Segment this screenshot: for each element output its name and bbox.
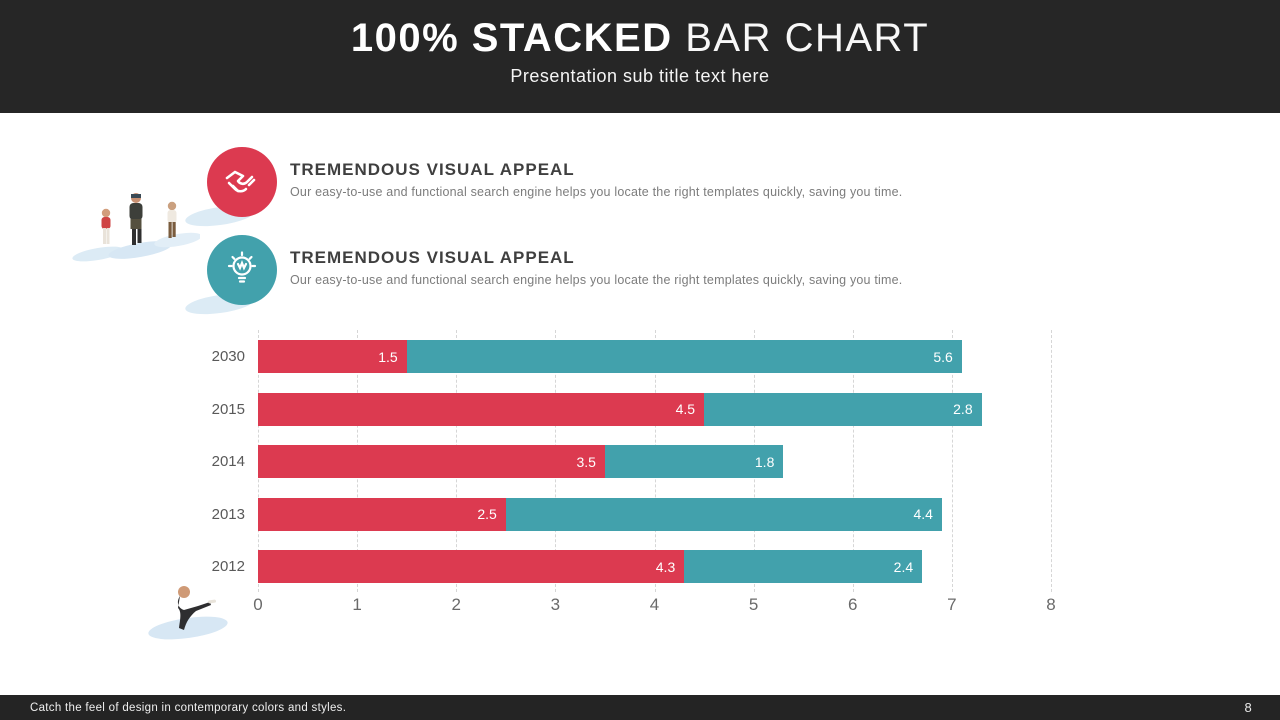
bar-row-2015: 4.5 2.8 — [258, 392, 982, 426]
category-label: 2012 — [211, 558, 245, 575]
slide-footer: Catch the feel of design in contemporary… — [0, 695, 1280, 720]
plot-area: 1.5 5.6 4.5 2.8 3.5 1.8 2.5 4.4 4.3 2.4 — [258, 330, 1052, 592]
miniature-people-image — [60, 188, 202, 273]
bar-value-label: 2.8 — [953, 401, 973, 417]
lightbulb-icon — [207, 235, 277, 305]
feature-heading: TREMENDOUS VISUAL APPEAL — [290, 248, 575, 267]
slide-subtitle: Presentation sub title text here — [510, 66, 770, 86]
bar-row-2014: 3.5 1.8 — [258, 445, 784, 478]
feature-text-2: TREMENDOUS VISUAL APPEAL Our easy-to-use… — [290, 235, 902, 305]
teal-series-segment: 5.6 — [406, 340, 962, 373]
red-series-segment: 1.5 — [258, 340, 407, 373]
red-series-segment: 4.3 — [258, 550, 685, 583]
red-series-segment: 4.5 — [258, 392, 705, 426]
bar-value-label: 3.5 — [576, 453, 596, 470]
x-tick-label: 8 — [1046, 595, 1056, 614]
category-label: 2014 — [211, 453, 245, 470]
category-label: 2015 — [211, 400, 245, 418]
x-tick-label: 6 — [848, 595, 858, 614]
bar-row-2030: 1.5 5.6 — [258, 340, 962, 373]
footer-text: Catch the feel of design in contemporary… — [30, 701, 347, 714]
bar-value-label: 4.3 — [655, 558, 676, 575]
feature-icon-wrap-1 — [184, 147, 277, 230]
teal-series-segment: 4.4 — [505, 497, 942, 531]
bar-value-label: 2.5 — [477, 506, 497, 522]
miniature-person-image — [140, 582, 245, 644]
teal-series-segment: 1.8 — [604, 445, 784, 478]
feature-text-1: TREMENDOUS VISUAL APPEAL Our easy-to-use… — [290, 147, 902, 217]
x-tick-label: 5 — [748, 595, 759, 614]
x-tick-label: 0 — [253, 595, 263, 614]
feature-description: Our easy-to-use and functional search en… — [290, 273, 903, 287]
bar-value-label: 5.6 — [933, 348, 953, 365]
gridline — [951, 330, 953, 592]
x-tick-label: 2 — [451, 595, 461, 614]
x-tick-label: 7 — [947, 595, 957, 614]
gridline — [1051, 330, 1052, 592]
red-series-segment: 3.5 — [258, 445, 605, 478]
bar-value-label: 4.5 — [675, 401, 696, 417]
slide-header: 100% STACKED BAR CHART Presentation sub … — [0, 0, 1280, 113]
feature-heading: TREMENDOUS VISUAL APPEAL — [290, 160, 575, 179]
x-tick-label: 4 — [649, 595, 660, 614]
handshake-icon — [207, 147, 277, 217]
bar-row-2012: 4.3 2.4 — [258, 550, 923, 583]
teal-series-segment: 2.8 — [704, 392, 982, 426]
category-label: 2013 — [211, 505, 245, 523]
red-series-segment: 2.5 — [258, 497, 506, 531]
bar-value-label: 4.4 — [913, 506, 933, 522]
gridline — [852, 330, 854, 592]
category-label: 2030 — [211, 348, 245, 365]
feature-item-1: TREMENDOUS VISUAL APPEAL Our easy-to-use… — [184, 147, 967, 230]
slide-title-bold: 100% STACKED — [350, 16, 673, 60]
x-tick-label: 1 — [352, 595, 362, 614]
feature-item-2: TREMENDOUS VISUAL APPEAL Our easy-to-use… — [184, 235, 967, 318]
stacked-bar-chart: 1.5 5.6 4.5 2.8 3.5 1.8 2.5 4.4 4.3 2.4 2030 2015 2… — [0, 330, 1280, 630]
bar-row-2013: 2.5 4.4 — [258, 497, 942, 531]
feature-icon-wrap-2 — [184, 235, 277, 318]
feature-description: Our easy-to-use and functional search en… — [290, 185, 903, 199]
bar-value-label: 1.8 — [754, 453, 775, 470]
x-tick-label: 3 — [550, 595, 561, 614]
slide-title: 100% STACKED BAR CHART — [0, 17, 1280, 59]
slide-title-light: BAR CHART — [672, 16, 930, 60]
teal-series-segment: 2.4 — [684, 550, 923, 583]
bar-value-label: 2.4 — [893, 558, 914, 575]
page-number: 8 — [1244, 700, 1252, 715]
bar-value-label: 1.5 — [378, 348, 398, 365]
